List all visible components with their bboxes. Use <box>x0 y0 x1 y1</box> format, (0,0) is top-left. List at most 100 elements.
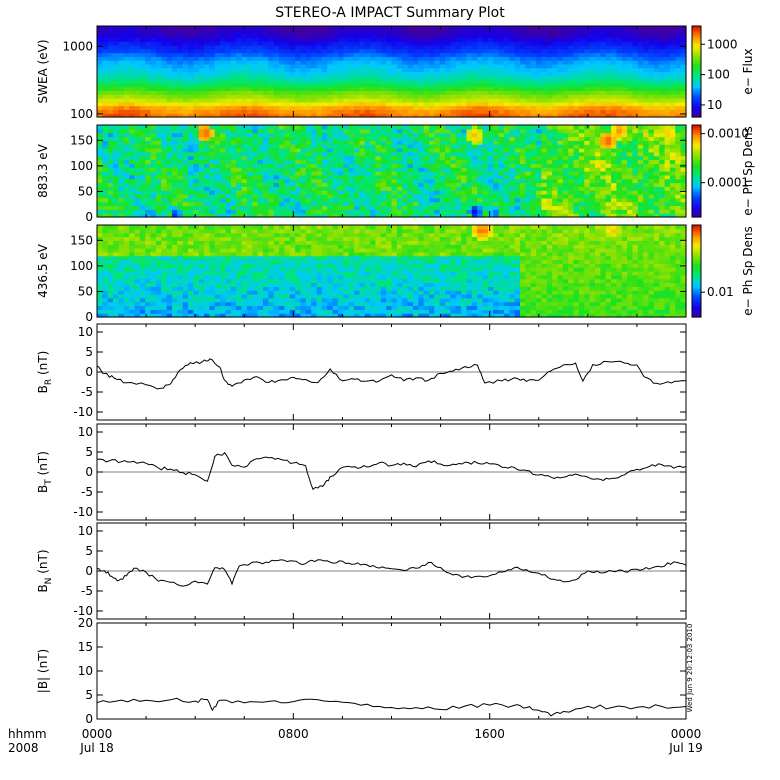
heatmap-cell <box>273 151 280 157</box>
heatmap-cell <box>177 209 184 214</box>
heatmap-cell <box>305 201 312 207</box>
heatmap-cell <box>536 155 543 161</box>
heatmap-cell <box>541 52 548 57</box>
heatmap-cell <box>434 167 441 172</box>
heatmap-cell <box>166 155 173 161</box>
heatmap-cell <box>225 155 232 161</box>
heatmap-cell <box>97 144 103 149</box>
heatmap-cell <box>584 182 591 187</box>
heatmap-cell <box>653 86 660 92</box>
heatmap-cell <box>177 52 184 57</box>
heatmap-cell <box>600 163 607 168</box>
heatmap-cell <box>262 33 269 38</box>
heatmap-cell <box>145 90 152 95</box>
heatmap-cell <box>262 44 269 50</box>
heatmap-cell <box>348 148 355 153</box>
heatmap-cell <box>541 29 548 35</box>
heatmap-cell <box>573 213 580 218</box>
heatmap-cell <box>129 159 136 164</box>
heatmap-cell <box>171 63 178 69</box>
heatmap-cell <box>471 178 478 184</box>
heatmap-cell <box>616 71 623 76</box>
heatmap-cell <box>466 148 473 153</box>
heatmap-cell <box>337 82 344 88</box>
heatmap-cell <box>503 155 510 161</box>
heatmap-cell <box>332 109 339 114</box>
heatmap-cell <box>348 109 355 114</box>
heatmap-cell <box>295 148 302 153</box>
heatmap-cell <box>391 44 398 50</box>
heatmap-cell <box>439 82 446 88</box>
heatmap-cell <box>380 41 387 46</box>
heatmap-cell <box>375 82 382 88</box>
heatmap-cell <box>193 63 200 69</box>
heatmap-cell <box>482 128 489 134</box>
heatmap-cell <box>498 90 505 95</box>
heatmap-cell <box>359 105 366 111</box>
heatmap-cell <box>343 26 350 31</box>
heatmap-cell <box>402 148 409 153</box>
heatmap-cell <box>97 48 103 54</box>
heatmap-cell <box>503 101 510 107</box>
heatmap-cell <box>669 82 676 88</box>
heatmap-cell <box>594 174 601 180</box>
heatmap-cell <box>182 159 189 164</box>
heatmap-cell <box>498 26 505 31</box>
heatmap-cell <box>311 171 318 176</box>
heatmap-cell <box>600 178 607 184</box>
heatmap-cell <box>541 201 548 207</box>
heatmap-cell <box>214 105 221 111</box>
heatmap-cell <box>118 37 125 42</box>
heatmap-cell <box>562 37 569 42</box>
heatmap-cell <box>102 101 109 107</box>
heatmap-cell <box>182 67 189 73</box>
heatmap-cell <box>455 144 462 149</box>
heatmap-cell <box>477 48 484 54</box>
heatmap-cell <box>509 194 516 199</box>
heatmap-cell <box>675 26 682 31</box>
heatmap-cell <box>568 125 575 130</box>
heatmap-cell <box>268 71 275 76</box>
heatmap-cell <box>573 109 580 114</box>
heatmap-cell <box>487 178 494 184</box>
heatmap-cell <box>252 29 259 35</box>
heatmap-cell <box>113 140 120 145</box>
heatmap-cell <box>407 213 414 218</box>
heatmap-cell <box>664 41 671 46</box>
heatmap-cell <box>193 94 200 99</box>
heatmap-cell <box>503 163 510 168</box>
heatmap-cell <box>407 33 414 38</box>
heatmap-cell <box>637 41 644 46</box>
heatmap-cell <box>509 101 516 107</box>
heatmap-cell <box>129 136 136 141</box>
heatmap-cell <box>536 37 543 42</box>
heatmap-cell <box>337 86 344 92</box>
heatmap-cell <box>471 155 478 161</box>
heatmap-cell <box>643 37 650 42</box>
heatmap-cell <box>182 178 189 184</box>
heatmap-cell <box>300 113 307 118</box>
heatmap-cell <box>573 101 580 107</box>
heatmap-cell <box>262 186 269 191</box>
heatmap-cell <box>311 113 318 118</box>
heatmap-cell <box>279 178 285 184</box>
heatmap-cell <box>552 113 559 118</box>
heatmap-cell <box>204 98 211 103</box>
heatmap-cell <box>600 75 607 80</box>
heatmap-cell <box>407 37 414 42</box>
heatmap-cell <box>664 67 671 73</box>
heatmap-cell <box>578 163 585 168</box>
heatmap-cell <box>262 101 269 107</box>
heatmap-cell <box>428 213 435 218</box>
heatmap-cell <box>139 174 146 180</box>
heatmap-cell <box>445 105 451 111</box>
heatmap-cell <box>123 37 130 42</box>
heatmap-cell <box>284 209 291 214</box>
heatmap-cell <box>129 151 136 157</box>
heatmap-cell <box>439 132 446 138</box>
heatmap-cell <box>423 174 430 180</box>
heatmap-cell <box>252 178 259 184</box>
heatmap-cell <box>262 159 269 164</box>
heatmap-cell <box>434 128 441 134</box>
heatmap-cell <box>354 182 360 187</box>
